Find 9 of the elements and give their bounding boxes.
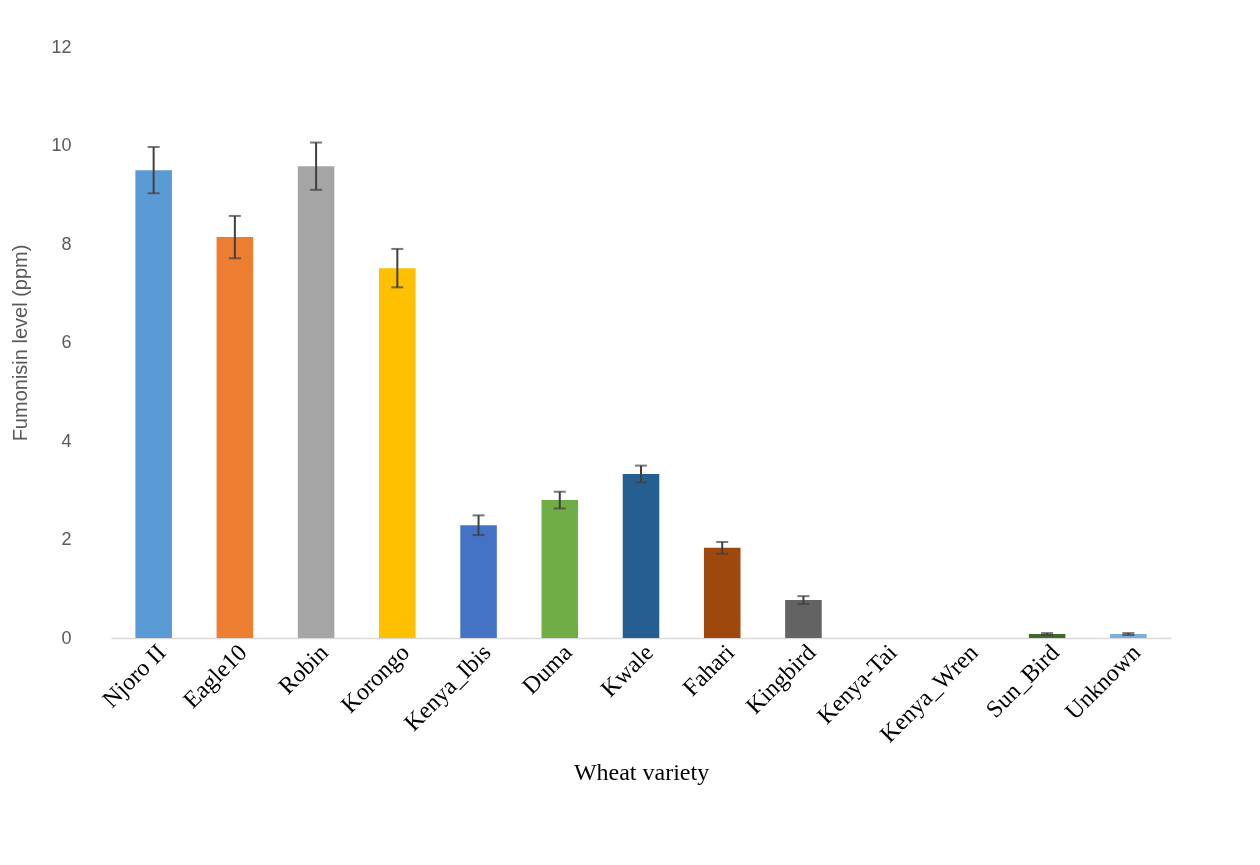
y-axis-title: Fumonisin level (ppm) xyxy=(9,244,32,442)
x-axis-title: Wheat variety xyxy=(573,759,710,786)
y-tick-label: 0 xyxy=(61,627,72,648)
y-tick-label: 8 xyxy=(61,233,72,254)
y-tick-label: 2 xyxy=(61,529,72,549)
y-tick-label: 12 xyxy=(51,36,72,57)
y-tick-label: 4 xyxy=(61,430,72,451)
y-tick-label: 6 xyxy=(61,332,72,352)
y-tick-label: 10 xyxy=(51,135,72,155)
